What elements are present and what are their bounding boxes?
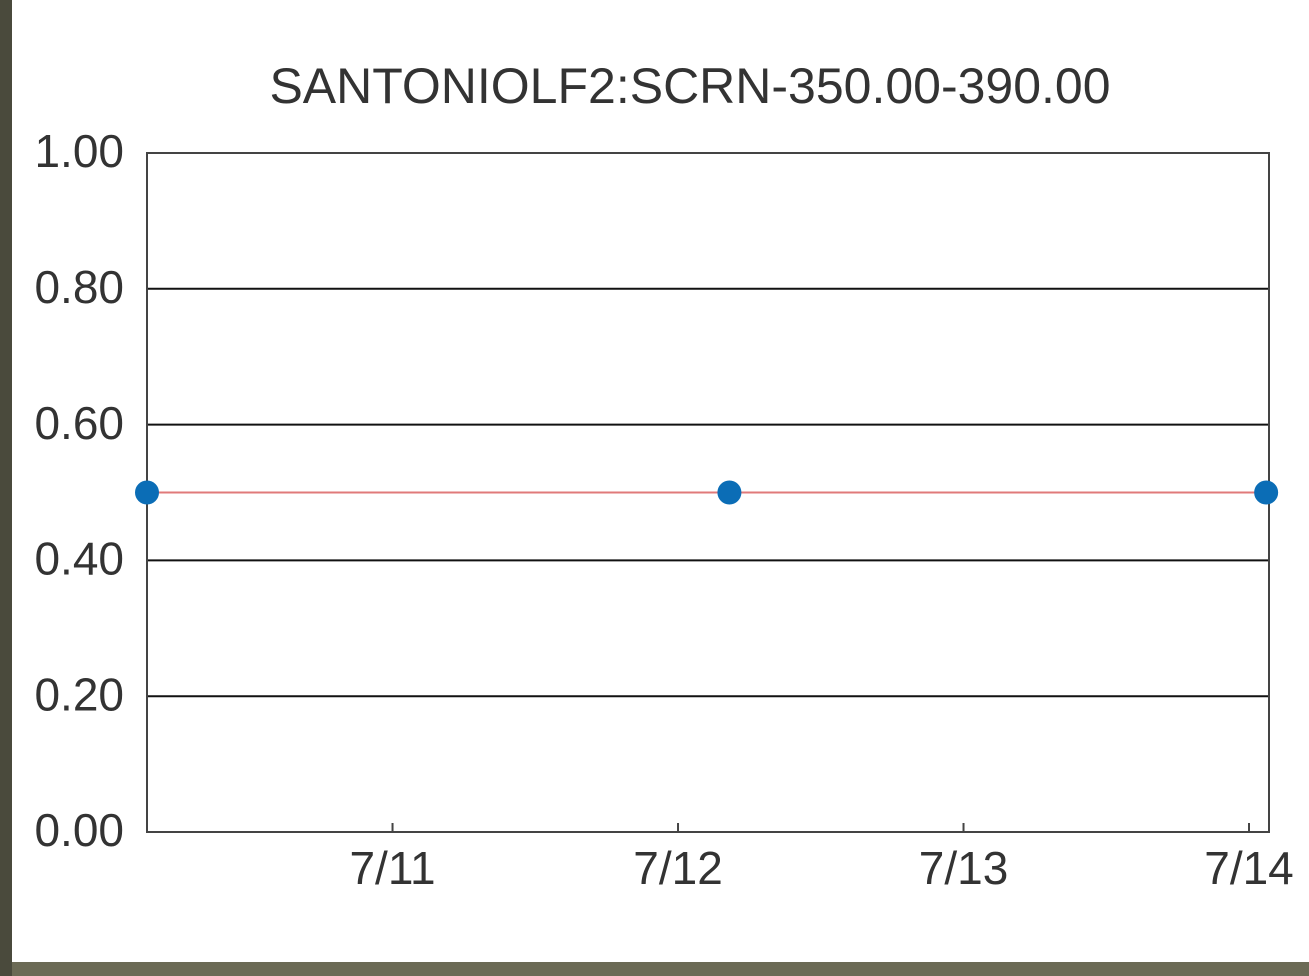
chart: SANTONIOLF2:SCRN-350.00-390.00 0.00 0.20 0… (0, 0, 1309, 976)
data-point (135, 481, 159, 505)
y-tick-label: 0.60 (34, 397, 124, 449)
map-edge (0, 0, 12, 976)
x-tick-label: 7/12 (633, 842, 723, 894)
x-tick-label: 7/14 (1204, 842, 1294, 894)
y-tick-label: 0.80 (34, 261, 124, 313)
y-tick-label: 0.40 (34, 533, 124, 585)
data-point (1254, 481, 1278, 505)
popup-panel (12, 0, 1309, 962)
data-point (717, 481, 741, 505)
y-tick-label: 0.20 (34, 668, 124, 720)
x-tick-label: 7/13 (919, 842, 1009, 894)
y-tick-label: 0.00 (34, 804, 124, 856)
chart-title: SANTONIOLF2:SCRN-350.00-390.00 (269, 58, 1110, 114)
x-tick-label: 7/11 (349, 842, 435, 894)
y-tick-label: 1.00 (34, 125, 124, 177)
